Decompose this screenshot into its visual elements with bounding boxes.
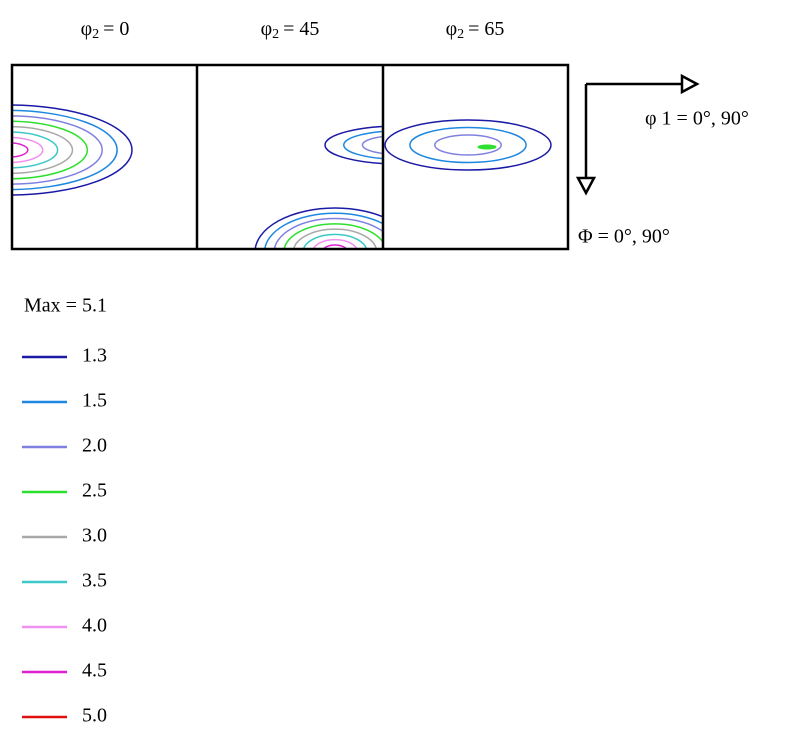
contour-line (312, 238, 358, 249)
panel-symbol: φ (81, 18, 93, 40)
contour-line (361, 135, 383, 155)
contour-line (12, 115, 103, 185)
panel-subscript: 2 (92, 27, 99, 42)
contour-line (12, 131, 59, 169)
contour-line (12, 125, 74, 175)
contour-line (273, 217, 383, 249)
contour-line (12, 136, 44, 164)
panel-value: = 45 (283, 18, 319, 40)
contour-line (322, 244, 348, 249)
panel-value: = 0 (103, 18, 129, 40)
contour-line (343, 130, 383, 160)
legend: 1.3 1.5 2.0 2.5 3.0 3.5 4.0 4.5 5.0 (22, 345, 107, 727)
legend-label: 4.5 (82, 660, 107, 682)
legend-label: 3.5 (82, 570, 107, 592)
contour-line (302, 233, 368, 249)
contour-group (254, 207, 383, 249)
contour-line (12, 142, 29, 158)
legend-label: 2.5 (82, 480, 107, 502)
legend-label: 3.0 (82, 525, 107, 547)
contour-group (384, 119, 552, 171)
horizontal-axis-label: φ 1 = 0°, 90° (645, 108, 749, 130)
contour-line (409, 126, 527, 164)
panel-subscript: 2 (457, 27, 464, 42)
contour-line (12, 104, 133, 196)
contour-group (324, 125, 383, 165)
contour-line (292, 228, 378, 249)
panel-symbol: φ (446, 18, 458, 40)
axis-arrows (575, 73, 700, 196)
contour-group (12, 104, 133, 196)
panel-title: φ2 = 65 (446, 18, 505, 43)
contour-line (434, 134, 502, 156)
contour-line (283, 223, 383, 249)
panel-subscript: 2 (272, 27, 279, 42)
contour-line (12, 109, 118, 191)
legend-label: 4.0 (82, 615, 107, 637)
panel-value: = 65 (468, 18, 504, 40)
contour-group (477, 144, 497, 150)
vertical-axis-label: Φ = 0°, 90° (578, 226, 670, 248)
contour-line (477, 144, 497, 150)
contour-line (254, 207, 383, 249)
contour-line (384, 119, 552, 171)
legend-label: 5.0 (82, 705, 107, 727)
legend-label: 1.3 (82, 345, 107, 367)
legend-title: Max = 5.1 (24, 295, 107, 317)
contours (12, 104, 552, 249)
panel-symbol: φ (261, 18, 273, 40)
panel-titles: φ2 = 0 φ2 = 45 φ2 = 65 (81, 18, 505, 43)
panel-frame (10, 63, 570, 251)
contour-line (12, 120, 89, 180)
panel-title: φ2 = 45 (261, 18, 320, 43)
contour-line (324, 125, 383, 165)
panel-title: φ2 = 0 (81, 18, 130, 43)
contour-line (264, 212, 383, 249)
legend-label: 1.5 (82, 390, 107, 412)
legend-label: 2.0 (82, 435, 107, 457)
